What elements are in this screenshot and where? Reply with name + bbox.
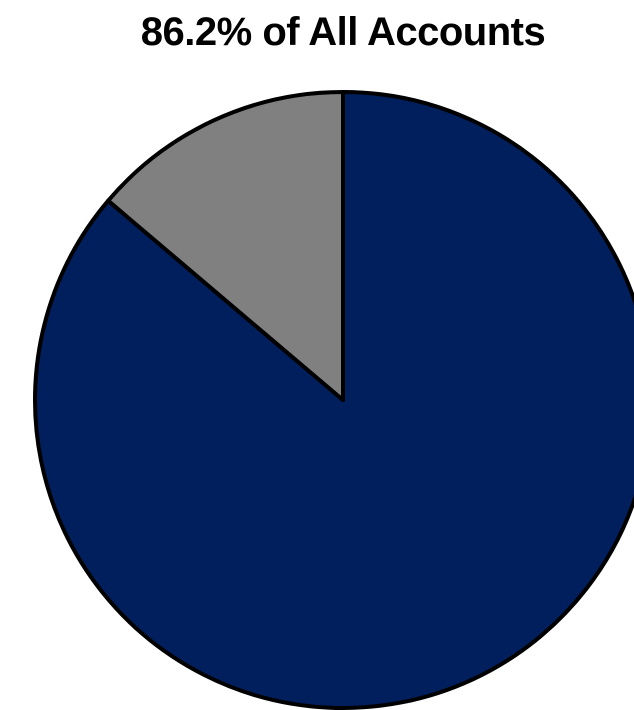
chart-title: 86.2% of All Accounts bbox=[140, 10, 546, 54]
pie-slice-1 bbox=[33, 90, 634, 710]
pie-slice-2 bbox=[106, 90, 345, 402]
pie-slices bbox=[33, 90, 634, 710]
